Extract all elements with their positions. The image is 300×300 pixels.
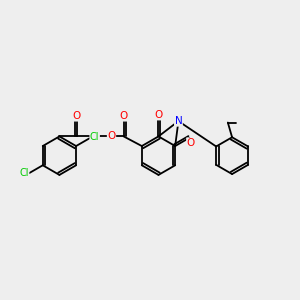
Text: Cl: Cl: [20, 168, 29, 178]
Text: N: N: [175, 116, 182, 126]
Text: O: O: [154, 110, 163, 120]
Text: O: O: [187, 138, 195, 148]
Text: Cl: Cl: [90, 132, 99, 142]
Text: O: O: [119, 111, 128, 121]
Text: O: O: [107, 131, 116, 141]
Text: O: O: [73, 111, 81, 121]
